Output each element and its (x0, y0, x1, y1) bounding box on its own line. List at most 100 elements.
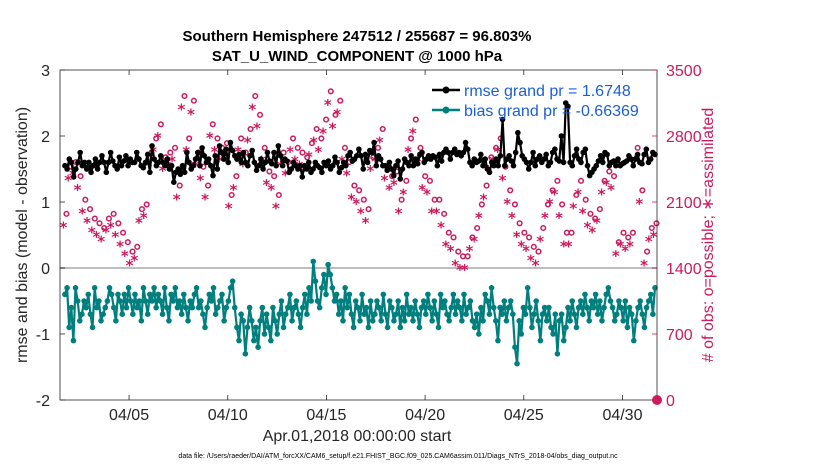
rmse-point (238, 159, 245, 166)
rmse-point (73, 166, 79, 172)
obs-possible-point (153, 135, 160, 142)
obs-possible-point (530, 243, 537, 250)
rmse-point (497, 153, 504, 159)
obs-possible-point (308, 140, 315, 147)
bias-point (181, 291, 187, 298)
bias-point (452, 311, 459, 318)
bias-point (520, 304, 527, 311)
bias-point (516, 318, 522, 324)
rmse-point (332, 154, 338, 160)
obs-assimilated-point: * (267, 181, 275, 199)
bias-point (361, 311, 368, 318)
obs-possible-point (209, 121, 216, 128)
obs-assimilated-point: * (229, 181, 237, 199)
bias-point (172, 285, 179, 291)
rmse-point (149, 143, 155, 149)
bias-point (420, 298, 427, 304)
rmse-point (218, 149, 225, 156)
rmse-point (445, 149, 451, 156)
obs-assimilated-point: * (187, 105, 195, 123)
rmse-point (652, 151, 658, 158)
obs-assimilated-point: * (74, 181, 82, 199)
rmse-point (271, 149, 277, 156)
obs-assimilated-point: * (395, 204, 403, 222)
bias-point (645, 298, 652, 304)
bias-point (74, 298, 81, 304)
bias-point (571, 311, 578, 318)
bias-point (563, 324, 569, 331)
bias-point (240, 318, 247, 324)
rmse-point (329, 162, 336, 169)
rmse-point (125, 162, 131, 169)
obs-assimilated-point: * (503, 195, 511, 213)
bias-point (531, 311, 537, 318)
bias-point (301, 291, 308, 298)
bias-point (306, 285, 312, 291)
bias-point (463, 311, 469, 318)
bias-point (552, 311, 559, 318)
bias-point (391, 318, 397, 324)
obs-possible-point (289, 135, 297, 142)
obs-assimilated-point: * (272, 200, 280, 218)
obs-possible-point (516, 220, 523, 227)
bias-point (575, 304, 582, 311)
bias-point (115, 291, 121, 298)
rmse-point (491, 162, 497, 169)
rmse-point (325, 158, 332, 164)
obs-possible-point (233, 173, 240, 180)
rmse-point (75, 159, 81, 166)
obs-possible-point (299, 149, 306, 156)
y-tick-label-left: 2 (41, 129, 50, 146)
bias-point (503, 318, 510, 324)
rmse-point (264, 149, 271, 156)
obs-assimilated-point: * (126, 256, 134, 274)
rmse-point (316, 164, 323, 171)
obs-assimilated-point: * (93, 228, 101, 246)
bias-point (499, 311, 505, 318)
bias-point (633, 318, 639, 324)
bias-point (206, 291, 213, 298)
rmse-point (275, 143, 282, 149)
bias-point (164, 304, 170, 311)
bias-point (93, 304, 100, 311)
obs-possible-point (644, 248, 651, 255)
rmse-point (593, 162, 600, 169)
rmse-point (268, 160, 275, 167)
bias-point (108, 291, 115, 298)
bias-point (592, 291, 599, 298)
rmse-point (532, 162, 539, 169)
obs-assimilated-point: * (579, 204, 587, 222)
bias-point (622, 298, 629, 304)
rmse-point (140, 164, 147, 171)
bias-point (565, 304, 571, 311)
bias-point (236, 337, 242, 344)
obs-possible-point (238, 135, 245, 142)
bias-point (253, 324, 259, 331)
obs-possible-point (96, 220, 103, 227)
bias-point (382, 311, 389, 318)
rmse-point (144, 151, 151, 158)
bias-point (348, 311, 355, 318)
obs-possible-point (469, 234, 476, 241)
obs-assimilated-point: * (381, 171, 389, 189)
obs-assimilated-point: * (598, 186, 606, 204)
bias-point (149, 298, 155, 304)
bias-point (414, 311, 421, 318)
obs-possible-point (511, 201, 518, 208)
obs-possible-point (323, 116, 330, 123)
rmse-point (501, 162, 508, 169)
bias-point (586, 318, 593, 324)
x-tick-label: 04/15 (306, 407, 346, 424)
rmse-point (277, 153, 284, 159)
bias-point (473, 311, 480, 318)
bias-point (399, 304, 406, 311)
rmse-point (475, 158, 482, 164)
bias-point (79, 311, 85, 318)
bias-point (620, 318, 626, 324)
obs-possible-point (436, 196, 443, 203)
obs-possible-point (526, 234, 533, 241)
obs-assimilated-point: * (159, 162, 167, 180)
obs-possible-point (341, 144, 349, 151)
bias-point (635, 304, 641, 311)
bias-point (425, 291, 431, 298)
